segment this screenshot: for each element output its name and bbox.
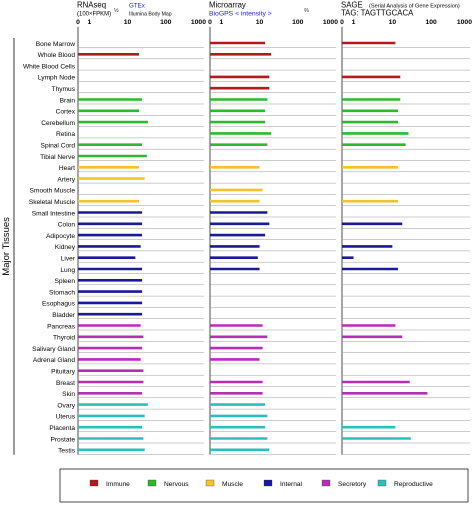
legend-swatch-secretory xyxy=(321,479,331,487)
tissue-label: Ovary xyxy=(57,402,75,409)
tissue-label: Thyroid xyxy=(53,335,75,342)
x-tick-label: 10 xyxy=(389,19,397,26)
x-tick-label: 10 xyxy=(124,19,132,26)
tissue-label: Brain xyxy=(60,97,76,104)
tissue-label: Smooth Muscle xyxy=(30,188,76,195)
panel-title: SAGE xyxy=(341,1,363,10)
panel-subtitle-exponent: ½ xyxy=(114,7,119,14)
tissue-label: Pancreas xyxy=(47,323,76,330)
tissue-label: Spleen xyxy=(54,278,75,285)
panel-subtitle: TAG: TAGTTGCACA xyxy=(341,9,414,18)
panel-subtitle: BioGPS < intensity > xyxy=(209,11,272,18)
legend-swatch-reproductive xyxy=(377,479,387,487)
tissue-label: Adrenal Gland xyxy=(33,357,75,364)
x-tick-label: 1000 xyxy=(191,19,206,26)
tissue-label: Tibial Nerve xyxy=(40,154,75,161)
legend-swatch-muscle xyxy=(205,479,215,487)
tissue-label: Colon xyxy=(58,222,76,229)
y-axis-title: Major Tissues xyxy=(1,217,12,276)
tissue-label: Cerebellum xyxy=(41,120,75,127)
legend-swatch-internal xyxy=(263,479,273,487)
panel-title: Microarray xyxy=(209,1,246,10)
panel-title: RNAseq xyxy=(77,1,106,10)
tissue-label: Adipocyte xyxy=(46,233,75,240)
tissue-label: Placenta xyxy=(49,425,75,432)
legend-label: Muscle xyxy=(222,481,243,488)
x-tick-label: 100 xyxy=(160,19,172,26)
tissue-label: Prostate xyxy=(50,436,75,443)
tissue-label: Liver xyxy=(61,256,76,263)
tissue-label: Heart xyxy=(59,165,75,172)
tissue-label: Cortex xyxy=(56,109,76,116)
legend-label: Secretory xyxy=(338,481,367,488)
panel-subtitle: (100×FPKM) xyxy=(77,12,111,18)
tissue-label: Lung xyxy=(60,267,75,274)
tissue-label: Bladder xyxy=(52,312,76,319)
x-tick-label: 0 xyxy=(208,19,212,26)
tissue-label: Skeletal Muscle xyxy=(29,199,76,206)
panel-title-note: (Serial Analysis of Gene Expression) xyxy=(369,4,460,10)
tissue-label: Kidney xyxy=(55,244,76,251)
panel-source-sub: Illumina Body Map xyxy=(129,12,172,18)
tissue-label: Spinal Cord xyxy=(41,143,76,150)
panel-sage: SAGE (Serial Analysis of Gene Expression)… xyxy=(340,1,472,455)
tissue-label: Bone Marrow xyxy=(36,41,75,48)
tissue-label: Lymph Node xyxy=(38,75,75,82)
x-tick-label: 1000 xyxy=(457,19,472,26)
x-tick-label: 0 xyxy=(340,19,344,26)
tissue-label: Artery xyxy=(57,176,75,183)
legend-label: Internal xyxy=(280,481,303,488)
legend-label: Immune xyxy=(106,481,130,488)
tissue-label: Breast xyxy=(56,380,75,387)
tissue-label: Esophagus xyxy=(42,301,76,308)
legend-label: Reproductive xyxy=(394,481,433,488)
legend: Immune Nervous Muscle Internal Secretory Repr… xyxy=(59,468,469,503)
legend-swatch-nervous xyxy=(147,479,157,487)
legend-swatch-immune xyxy=(89,479,99,487)
x-tick-label: 100 xyxy=(292,19,304,26)
tissue-label: Skin xyxy=(62,391,75,398)
x-tick-label: 1000 xyxy=(323,19,338,26)
panel-source: GTEx xyxy=(129,3,146,10)
tissue-label: Small Intestine xyxy=(32,210,76,217)
tissue-label: Stomach xyxy=(49,289,75,296)
x-tick-label: 1 xyxy=(87,19,91,26)
tissue-label: Testis xyxy=(58,448,76,455)
tissue-label: Whole Blood xyxy=(38,52,76,59)
tissue-label: Pituitary xyxy=(51,369,76,376)
x-tick-label: 1 xyxy=(219,19,223,26)
tissue-label: Retina xyxy=(56,131,75,138)
x-tick-label: 100 xyxy=(426,19,438,26)
x-tick-label: 1 xyxy=(352,19,356,26)
tissue-label: Salivary Gland xyxy=(32,346,75,353)
tissue-label: Uterus xyxy=(56,414,76,421)
x-tick-label: 0 xyxy=(76,19,80,26)
x-tick-label: 10 xyxy=(256,19,264,26)
panel-subtitle-exponent: ⅔ xyxy=(304,8,309,14)
tissue-label: Thymus xyxy=(52,86,76,93)
legend-label: Nervous xyxy=(164,481,189,488)
tissue-label: White Blood Cells xyxy=(23,63,76,70)
